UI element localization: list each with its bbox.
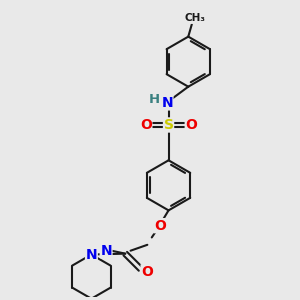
- Text: O: O: [141, 265, 153, 279]
- Text: CH₃: CH₃: [184, 14, 205, 23]
- Text: O: O: [140, 118, 152, 132]
- Text: O: O: [154, 219, 166, 233]
- Text: O: O: [185, 118, 197, 132]
- Text: N: N: [100, 244, 112, 258]
- Text: S: S: [164, 118, 174, 132]
- Text: H: H: [148, 93, 159, 106]
- Text: N: N: [161, 96, 173, 110]
- Text: N: N: [85, 248, 97, 262]
